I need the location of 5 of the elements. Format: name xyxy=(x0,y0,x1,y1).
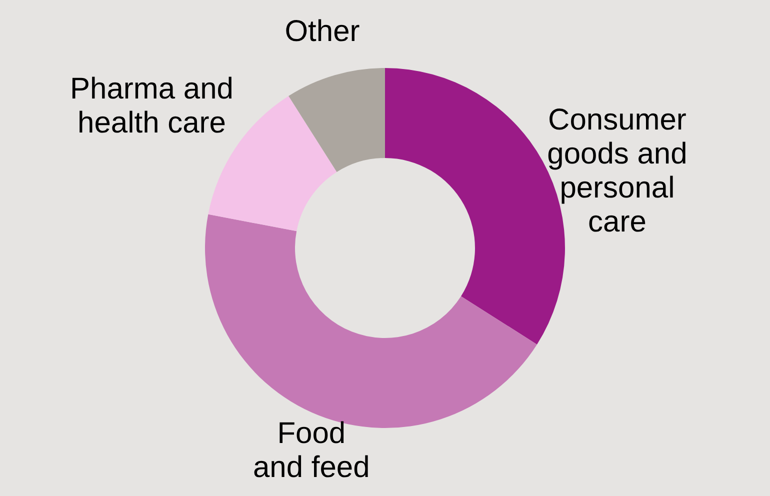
slice-label: Food and feed xyxy=(252,416,370,484)
slice-label: Consumer goods and personal care xyxy=(547,103,688,238)
slice-label: Pharma and health care xyxy=(70,72,234,140)
donut-slice xyxy=(288,68,385,172)
slice-label: Other xyxy=(284,14,360,48)
